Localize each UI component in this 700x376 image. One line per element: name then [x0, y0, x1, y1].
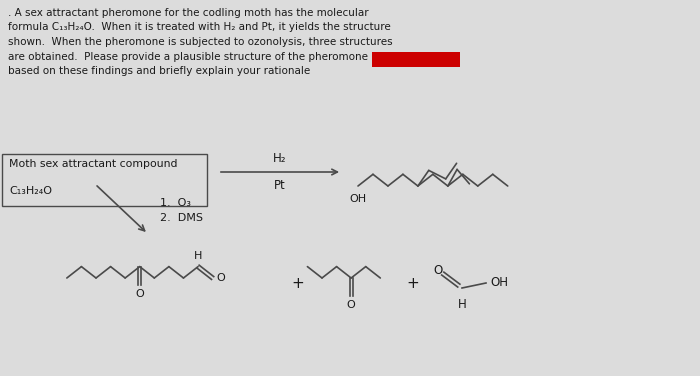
Text: formula C₁₃H₂₄O.  When it is treated with H₂ and Pt, it yields the structure: formula C₁₃H₂₄O. When it is treated with… — [8, 23, 391, 32]
FancyBboxPatch shape — [372, 53, 460, 67]
Text: Moth sex attractant compound: Moth sex attractant compound — [9, 159, 178, 169]
Text: C₁₃H₂₄O: C₁₃H₂₄O — [9, 186, 52, 196]
Text: are obtained.  Please provide a plausible structure of the pheromone: are obtained. Please provide a plausible… — [8, 52, 368, 62]
Text: H₂: H₂ — [273, 152, 287, 165]
Text: 1.  O₃: 1. O₃ — [160, 198, 191, 208]
Text: O: O — [216, 273, 225, 283]
Text: based on these findings and briefly explain your rationale: based on these findings and briefly expl… — [8, 66, 310, 76]
Text: +: + — [292, 276, 304, 291]
Text: 2.  DMS: 2. DMS — [160, 213, 203, 223]
Text: O: O — [346, 300, 356, 310]
Text: Pt: Pt — [274, 179, 286, 192]
Text: H: H — [458, 298, 466, 311]
Text: shown.  When the pheromone is subjected to ozonolysis, three structures: shown. When the pheromone is subjected t… — [8, 37, 393, 47]
Text: OH: OH — [349, 194, 367, 204]
Text: O: O — [433, 264, 442, 276]
FancyBboxPatch shape — [2, 154, 207, 206]
Text: OH: OH — [490, 276, 508, 288]
Text: O: O — [135, 289, 144, 299]
Text: . A sex attractant pheromone for the codling moth has the molecular: . A sex attractant pheromone for the cod… — [8, 8, 369, 18]
Text: H: H — [194, 251, 202, 261]
Text: +: + — [407, 276, 419, 291]
